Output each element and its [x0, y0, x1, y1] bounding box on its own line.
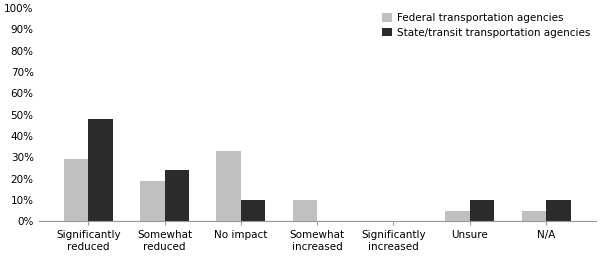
Bar: [293, 200, 317, 221]
Bar: [217, 151, 241, 221]
Bar: [164, 170, 189, 221]
Bar: [470, 200, 494, 221]
Legend: Federal transportation agencies, State/transit transportation agencies: Federal transportation agencies, State/t…: [382, 13, 590, 38]
Bar: [445, 210, 470, 221]
Bar: [241, 200, 265, 221]
Bar: [546, 200, 571, 221]
Bar: [88, 119, 113, 221]
Bar: [64, 159, 88, 221]
Bar: [521, 210, 546, 221]
Bar: [140, 181, 164, 221]
